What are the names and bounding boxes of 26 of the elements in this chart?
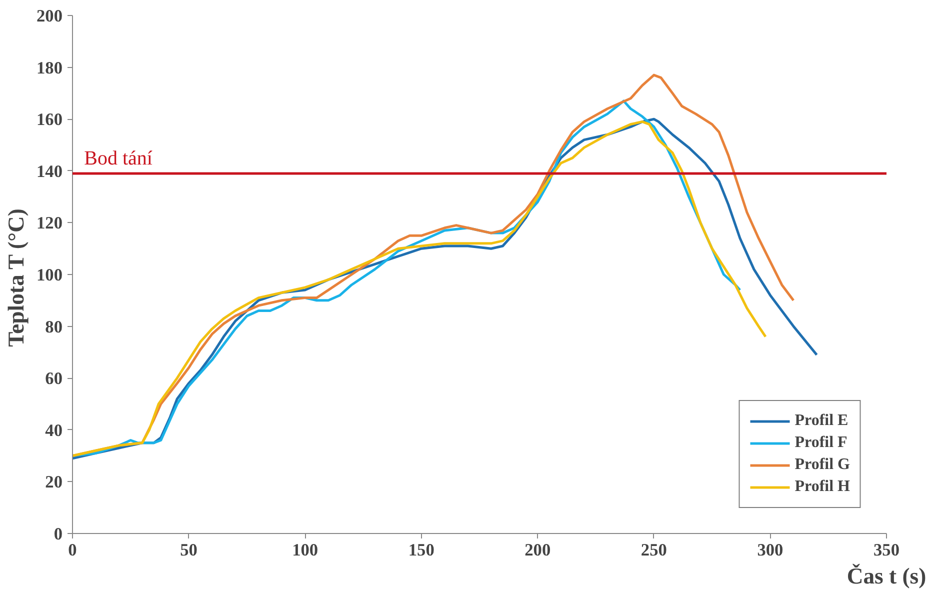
ref-line-label: Bod tání — [84, 147, 153, 170]
x-tick-label: 200 — [524, 540, 551, 560]
y-tick-label: 140 — [36, 162, 63, 181]
x-tick-label: 100 — [292, 540, 318, 560]
y-tick-label: 180 — [36, 58, 63, 78]
y-tick-label: 60 — [45, 369, 62, 388]
x-axis-title: Čas t (s) — [846, 564, 926, 588]
x-tick-label: 50 — [180, 540, 198, 560]
x-tick-label: 0 — [68, 540, 77, 560]
legend-label: Profil F — [794, 434, 848, 452]
x-tick-label: 150 — [408, 540, 434, 560]
y-tick-label: 80 — [45, 317, 62, 336]
y-tick-label: 160 — [36, 110, 63, 130]
legend-label: Profil E — [794, 412, 848, 430]
y-tick-label: 20 — [45, 472, 62, 492]
y-axis-title: Teplota T (°C) — [4, 208, 29, 347]
legend-label: Profil G — [794, 456, 850, 474]
y-tick-label: 120 — [36, 214, 63, 233]
y-tick-label: 0 — [54, 524, 63, 544]
x-tick-label: 300 — [757, 540, 784, 560]
y-tick-label: 40 — [45, 420, 62, 440]
x-tick-label: 250 — [640, 540, 667, 560]
legend-label: Profil H — [794, 478, 850, 496]
y-tick-label: 100 — [36, 266, 63, 284]
x-tick-label: 350 — [874, 540, 900, 560]
y-tick-label: 200 — [36, 6, 63, 26]
